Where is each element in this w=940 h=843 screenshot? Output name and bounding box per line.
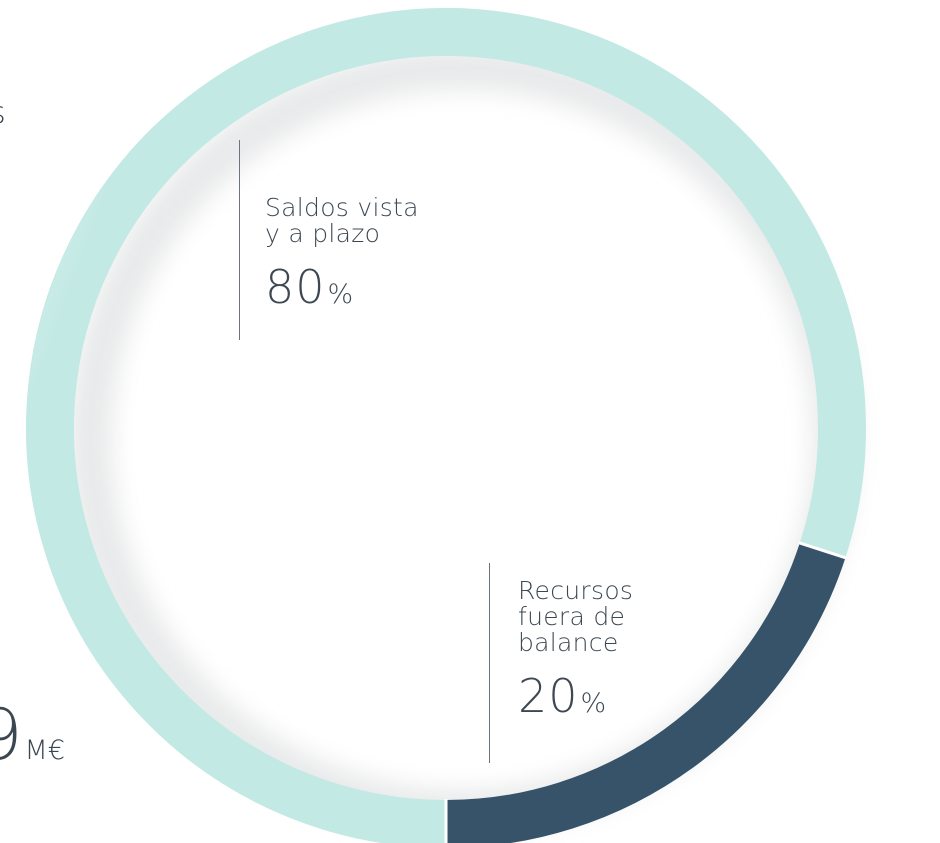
partial-total-unit: M€	[24, 735, 66, 766]
slice-2-leader-line	[489, 563, 491, 763]
slice-2-number: 20	[518, 669, 579, 723]
slice-1-value: 80%	[265, 261, 419, 321]
partial-heading-text: s	[0, 96, 6, 131]
slice-2-name: Recursos fuera de balance	[518, 576, 634, 657]
slice-2-value: 20%	[518, 670, 633, 730]
slice-1-percent-sign: %	[327, 279, 355, 310]
slice-label-recursos: Recursos fuera de balance 20%	[518, 578, 633, 730]
slice-1-leader-line	[239, 140, 241, 340]
slice-1-number: 80	[265, 260, 326, 314]
slice-separator-2	[798, 541, 847, 560]
partial-total-number: 9	[0, 694, 23, 776]
partial-total-value: 9M€	[0, 700, 65, 786]
donut-highlight	[27, 65, 260, 638]
donut-slice-2	[445, 542, 846, 843]
slice-2-percent-sign: %	[580, 688, 608, 719]
slice-label-saldos: Saldos vista y a plazo 80%	[265, 195, 419, 321]
slice-1-name: Saldos vista y a plazo	[265, 193, 419, 248]
